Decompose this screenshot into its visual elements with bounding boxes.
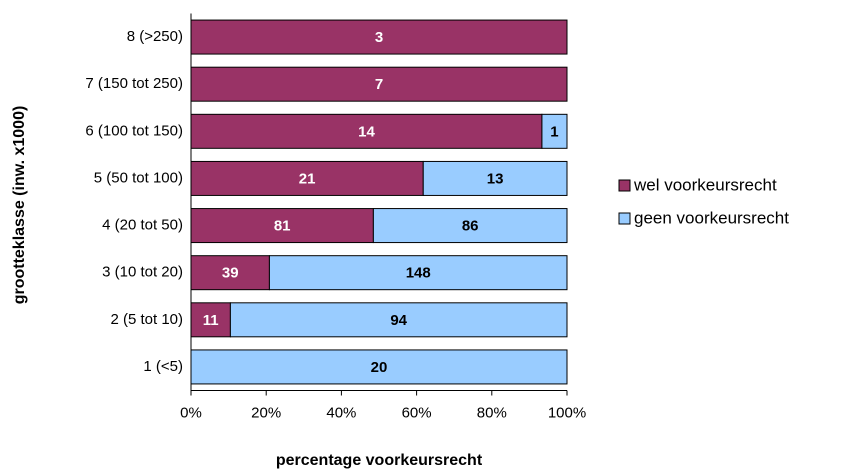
bar-segment — [268, 255, 568, 291]
y-tick-label: 6 (100 tot 150) — [85, 122, 183, 139]
y-tick-label: 2 (5 tot 10) — [110, 311, 183, 328]
bar-segment — [372, 208, 568, 244]
data-label: 148 — [406, 265, 431, 282]
y-tick-label: 7 (150 tot 250) — [85, 75, 183, 92]
bar-segment — [541, 113, 568, 149]
bar-segment — [422, 160, 568, 196]
legend-swatch — [618, 212, 631, 225]
data-label: 39 — [222, 265, 239, 282]
data-label: 7 — [375, 76, 383, 93]
bar-segment — [190, 302, 231, 338]
bar-segment — [190, 66, 568, 102]
y-tick-label: 8 (>250) — [127, 28, 183, 45]
bar-segment — [229, 302, 568, 338]
data-label: 11 — [203, 312, 219, 329]
data-label: 94 — [390, 312, 407, 329]
bar-segment — [190, 349, 568, 385]
y-tick-label: 1 (<5) — [143, 358, 183, 375]
legend-label: wel voorkeursrecht — [633, 175, 777, 194]
data-label: 3 — [375, 29, 383, 46]
y-tick-label: 5 (50 tot 100) — [94, 169, 183, 186]
x-tick-label: 0% — [180, 404, 202, 421]
legend-swatch — [618, 179, 631, 192]
y-tick-label: 4 (20 tot 50) — [102, 217, 183, 234]
x-tick-label: 100% — [548, 404, 586, 421]
x-tick-label: 20% — [251, 404, 281, 421]
x-axis-title: percentage voorkeursrecht — [276, 452, 483, 469]
y-tick-label: 3 (10 tot 20) — [102, 264, 183, 281]
bar-segment — [190, 255, 270, 291]
data-label: 86 — [462, 218, 479, 235]
x-tick-label: 80% — [477, 404, 507, 421]
x-tick-label: 40% — [326, 404, 356, 421]
bar-segment — [190, 19, 568, 55]
data-label: 21 — [299, 170, 316, 187]
data-label: 81 — [274, 218, 291, 235]
data-label: 20 — [371, 359, 388, 376]
data-label: 14 — [358, 123, 375, 140]
y-axis-title: grootteklasse (inw. x1000) — [11, 106, 28, 305]
data-label: 13 — [487, 170, 504, 187]
bar-segment — [190, 208, 374, 244]
x-tick-label: 60% — [402, 404, 432, 421]
legend-label: geen voorkeursrecht — [634, 208, 789, 227]
data-label: 1 — [550, 123, 558, 140]
